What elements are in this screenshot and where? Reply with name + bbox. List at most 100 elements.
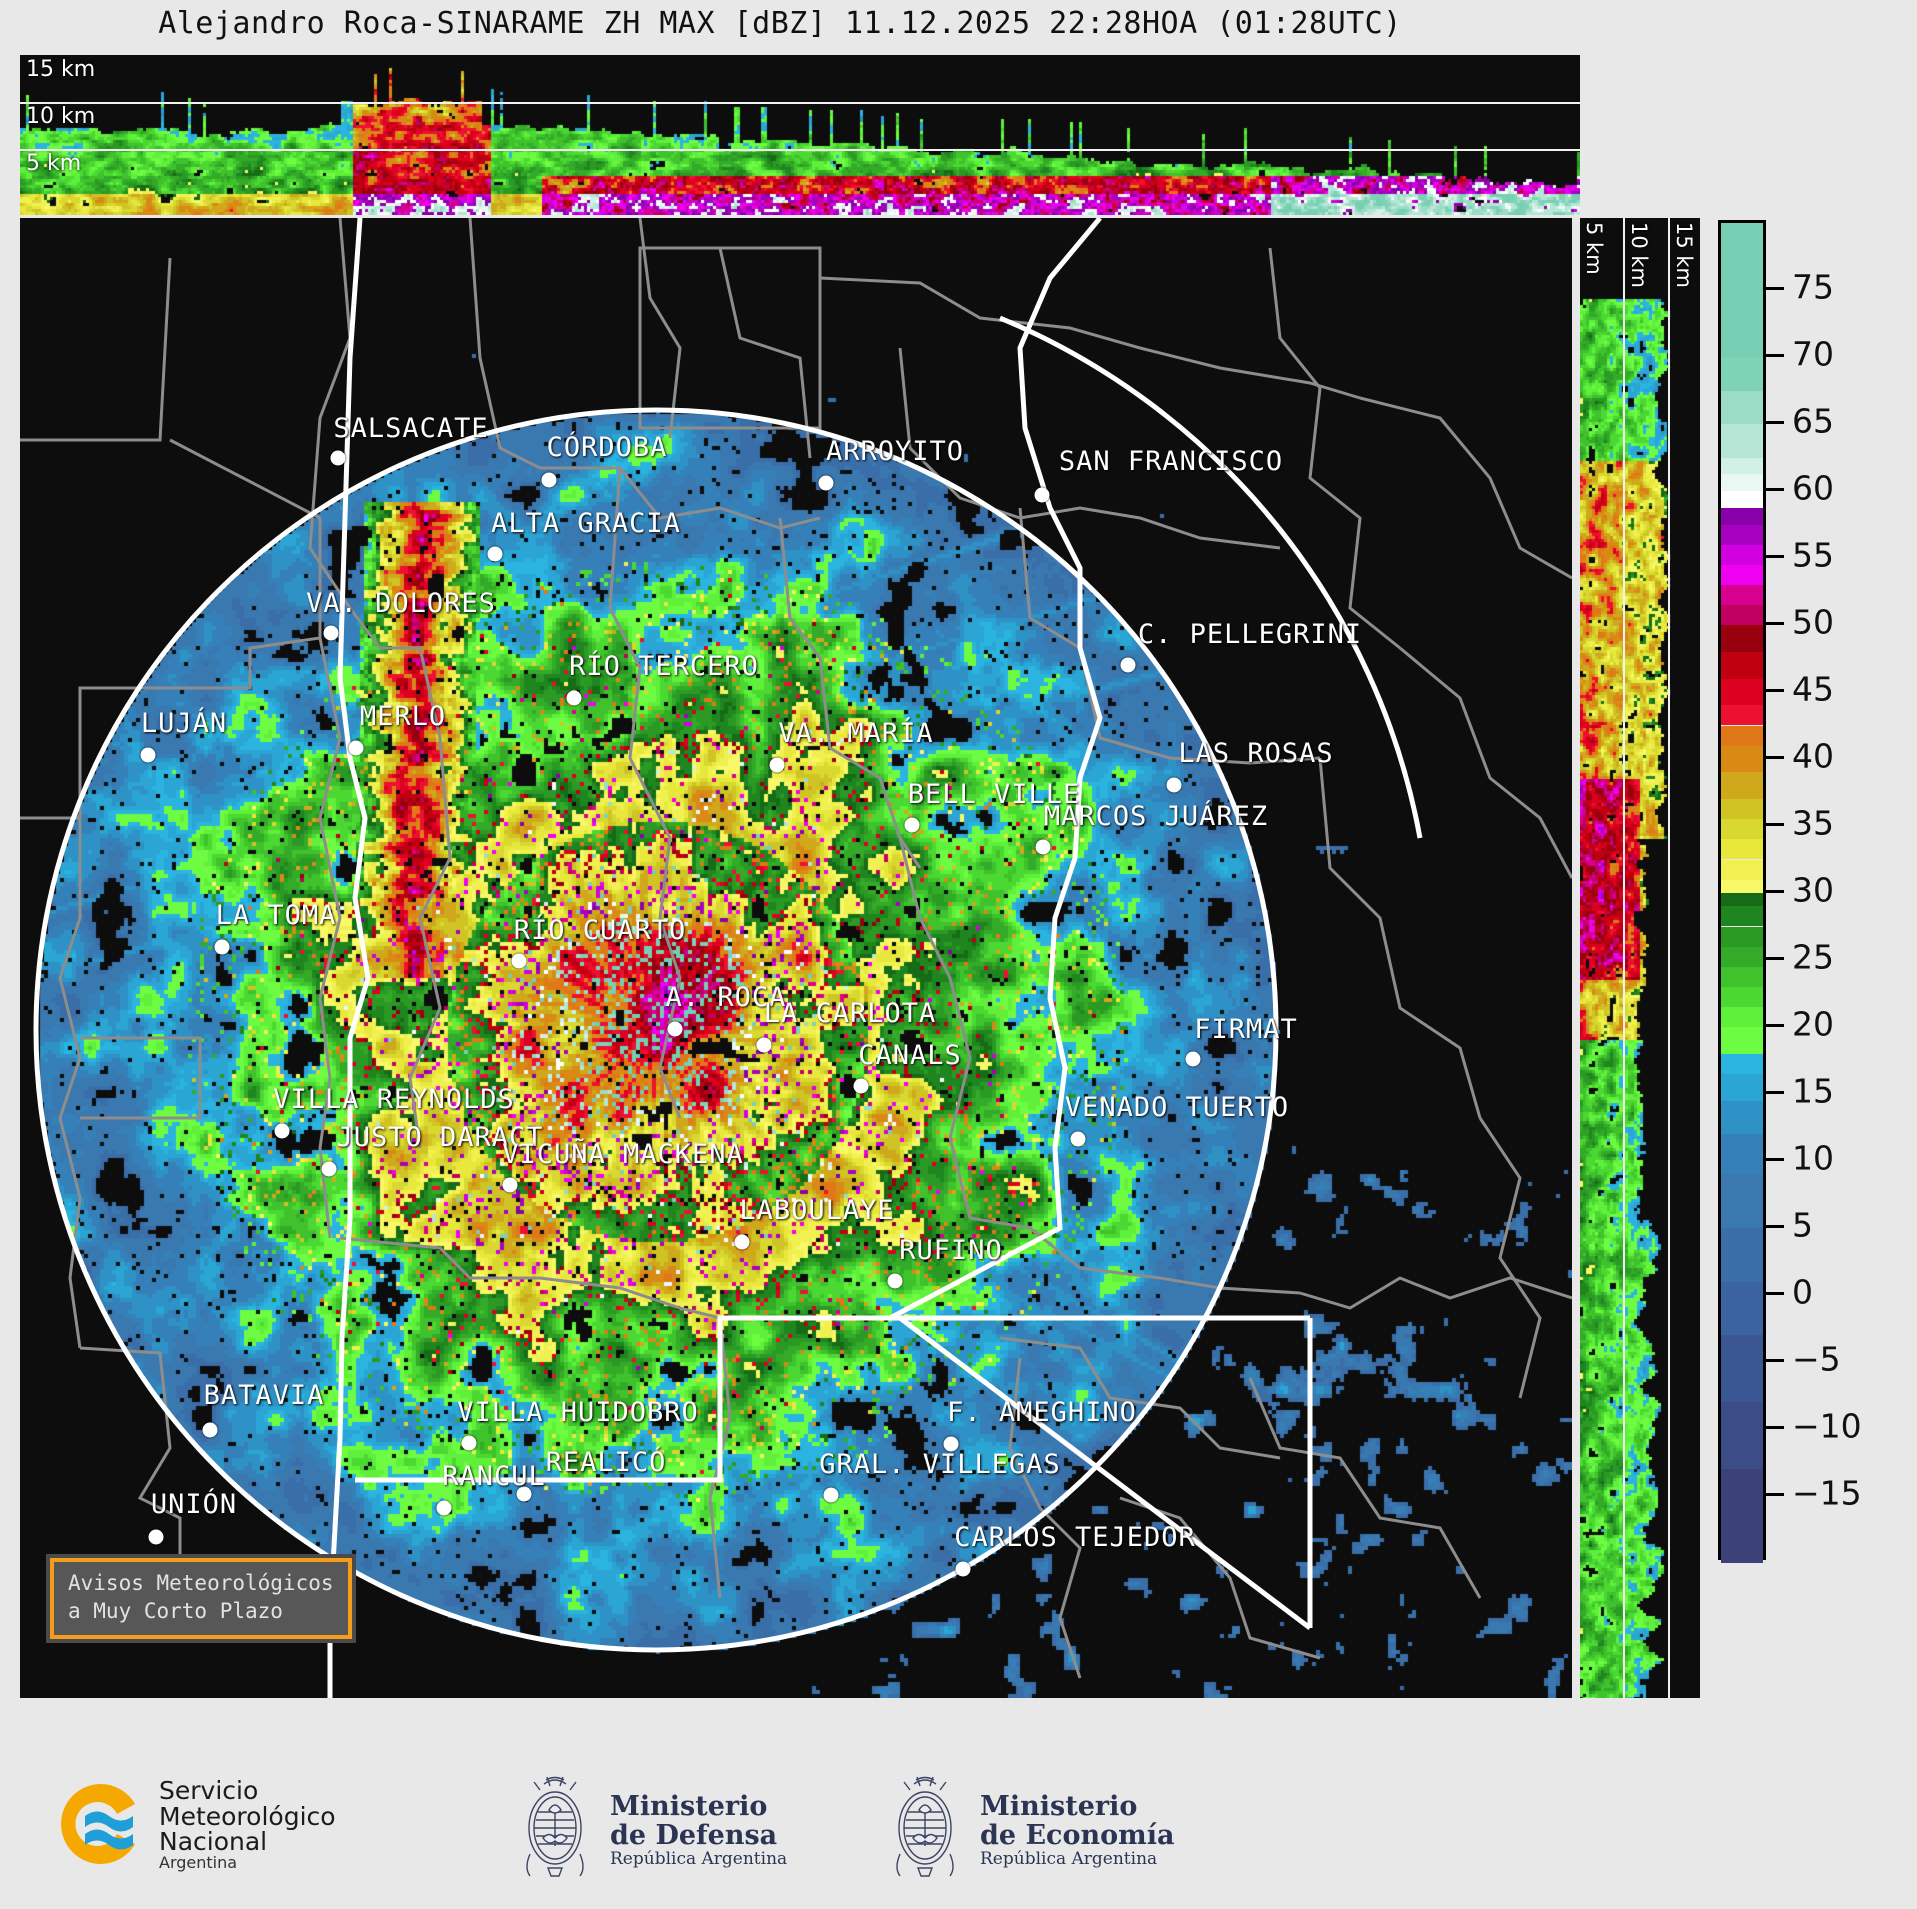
colorbar-segment (1721, 491, 1763, 508)
defensa-line-3: República Argentina (610, 1848, 788, 1869)
city-marker-dot[interactable] (1185, 1051, 1201, 1067)
colorbar-tick-labels: 75 70 65 60 55 50 45 40 35 30 25 20 15 10 5 0 −5 −10 −15 (1766, 220, 1906, 1560)
city-marker-dot[interactable] (818, 475, 834, 491)
footer-logos: Servicio Meteorológico Nacional Argentin… (0, 1760, 1917, 1900)
reflectivity-colorbar (1718, 220, 1766, 1563)
city-marker-dot[interactable] (887, 1273, 903, 1289)
city-marker-dot[interactable] (511, 953, 527, 969)
city-marker-dot[interactable] (487, 546, 503, 562)
economia-line-2: de Economía (980, 1819, 1175, 1851)
city-marker-dot[interactable] (436, 1500, 452, 1516)
city-marker-dot[interactable] (516, 1486, 532, 1502)
smn-line-1: Servicio (159, 1776, 259, 1805)
colorbar-tick (1766, 622, 1784, 625)
colorbar-segment (1721, 524, 1763, 545)
colorbar-segment (1721, 678, 1763, 706)
colorbar-segment (1721, 1174, 1763, 1228)
colorbar-tick (1766, 488, 1784, 491)
colorbar-tick-label: 5 (1792, 1205, 1813, 1245)
colorbar-segment (1721, 879, 1763, 893)
smn-line-3: Nacional (159, 1827, 268, 1856)
height-label-5km: 5 km (26, 151, 82, 176)
coat-of-arms-icon (510, 1776, 600, 1884)
colorbar-segment (1721, 584, 1763, 605)
colorbar-segment (1721, 1134, 1763, 1175)
radar-range-arc (999, 315, 1423, 839)
colorbar-segment (1721, 474, 1763, 491)
city-marker-dot[interactable] (734, 1234, 750, 1250)
city-marker-dot[interactable] (756, 1037, 772, 1053)
height-label-v-5km: 5 km (1582, 222, 1606, 275)
city-marker-dot[interactable] (769, 757, 785, 773)
city-marker-dot[interactable] (148, 1529, 164, 1545)
colorbar-segment (1721, 1027, 1763, 1054)
colorbar-tick (1766, 957, 1784, 960)
city-marker-dot[interactable] (1034, 487, 1050, 503)
radar-map-panel[interactable]: SALSACATE CÓRDOBA ARROYITO SAN FRANCISCO ALT… (20, 218, 1572, 1698)
city-marker-dot[interactable] (1070, 1131, 1086, 1147)
city-marker-dot[interactable] (853, 1078, 869, 1094)
smn-line-4: Argentina (159, 1852, 238, 1872)
city-marker-dot[interactable] (1035, 839, 1051, 855)
colorbar-tick (1766, 756, 1784, 759)
colorbar-segment (1721, 1006, 1763, 1027)
city-marker-dot[interactable] (502, 1177, 518, 1193)
colorbar-segment (1721, 290, 1763, 357)
logo-ministerio-defensa: Ministerio de Defensa República Argentin… (510, 1776, 787, 1884)
colorbar-segment (1721, 966, 1763, 987)
colorbar-segment (1721, 1073, 1763, 1101)
city-marker-dot[interactable] (943, 1436, 959, 1452)
colorbar-segment (1721, 893, 1763, 907)
nowcast-warning-box[interactable]: Avisos Meteorológicos a Muy Corto Plazo (50, 1558, 352, 1640)
colorbar-tick (1766, 1024, 1784, 1027)
colorbar-tick-label: −15 (1792, 1473, 1862, 1513)
department-boundaries (20, 218, 1572, 1679)
colorbar-tick-label: 45 (1792, 669, 1834, 709)
colorbar-tick (1766, 1091, 1784, 1094)
city-marker-dot[interactable] (214, 939, 230, 955)
city-marker-dot[interactable] (348, 740, 364, 756)
colorbar-segment (1721, 1228, 1763, 1282)
colorbar-segment (1721, 507, 1763, 525)
top-cross-section-canvas (20, 55, 1580, 215)
colorbar-segment (1721, 986, 1763, 1007)
city-marker-dot[interactable] (1120, 657, 1136, 673)
city-marker-dot[interactable] (566, 690, 582, 706)
colorbar-segment (1721, 946, 1763, 967)
colorbar-tick-label: 20 (1792, 1004, 1834, 1044)
city-marker-dot[interactable] (955, 1561, 971, 1577)
colorbar-segment (1721, 1053, 1763, 1074)
colorbar-segment (1721, 1100, 1763, 1135)
city-marker-dot[interactable] (330, 450, 346, 466)
radar-range-circle (33, 407, 1279, 1653)
city-marker-dot[interactable] (667, 1021, 683, 1037)
colorbar-segment (1721, 839, 1763, 860)
colorbar-segment (1721, 651, 1763, 679)
city-marker-dot[interactable] (461, 1435, 477, 1451)
colorbar-tick (1766, 1292, 1784, 1295)
city-marker-dot[interactable] (823, 1487, 839, 1503)
page-title: Alejandro Roca-SINARAME ZH MAX [dBZ] 11.… (158, 6, 1402, 41)
colorbar-segment (1721, 604, 1763, 625)
colorbar-segment (1721, 745, 1763, 773)
city-marker-dot[interactable] (140, 747, 156, 763)
colorbar-tick-label: 30 (1792, 870, 1834, 910)
height-gridline-10km (20, 102, 1580, 104)
city-marker-dot[interactable] (904, 817, 920, 833)
height-label-15km: 15 km (26, 57, 96, 82)
colorbar-segment (1721, 564, 1763, 585)
city-marker-dot[interactable] (323, 625, 339, 641)
city-marker-dot[interactable] (541, 472, 557, 488)
colorbar-segment (1721, 223, 1763, 290)
city-marker-dot[interactable] (274, 1123, 290, 1139)
colorbar-segment (1721, 725, 1763, 746)
city-marker-dot[interactable] (202, 1422, 218, 1438)
warning-line-1: Avisos Meteorológicos (68, 1571, 334, 1595)
colorbar-tick-label: 70 (1792, 334, 1834, 374)
defensa-line-1: Ministerio (610, 1790, 768, 1822)
colorbar-tick-label: −10 (1792, 1406, 1862, 1446)
city-marker-dot[interactable] (321, 1161, 337, 1177)
city-marker-dot[interactable] (1166, 777, 1182, 793)
colorbar-segment (1721, 926, 1763, 947)
colorbar-segment (1721, 625, 1763, 652)
